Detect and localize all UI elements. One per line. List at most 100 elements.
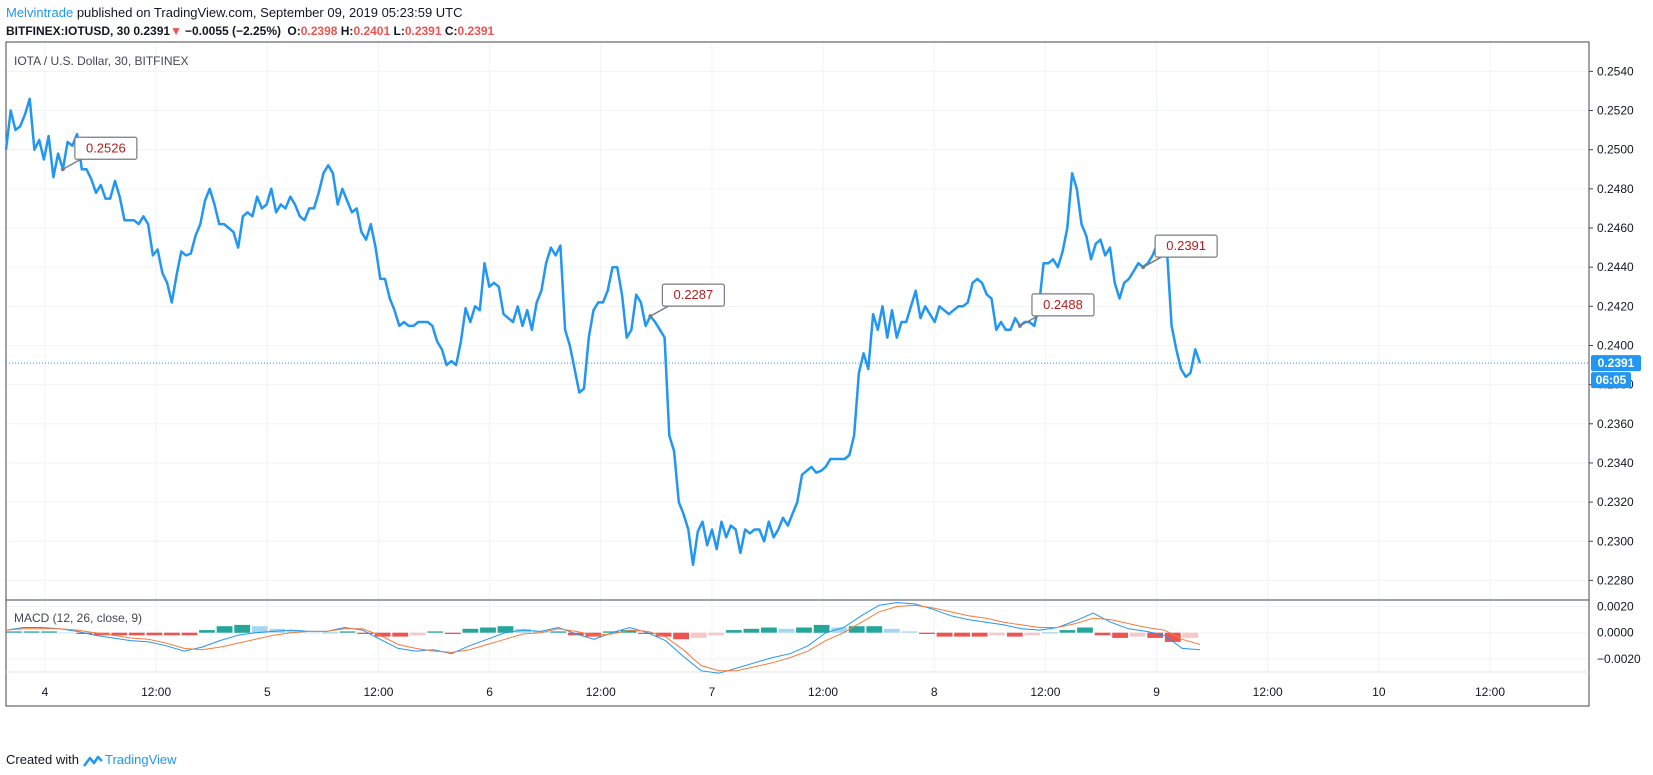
last-price-text: 0.2391 [1598,356,1635,370]
macd-histogram-bar [427,631,444,633]
macd-histogram-bar [1164,632,1181,642]
tradingview-logo-icon [82,755,103,767]
grid-lines [6,42,1589,672]
price-change: −0.0055 (−2.25%) [184,24,282,38]
macd-histogram-bar [409,632,426,636]
macd-tick-label: −0.0020 [1597,652,1641,666]
price-tick-label: 0.2540 [1597,64,1634,78]
macd-tick-label: 0.0020 [1597,600,1634,614]
footer: Created with TradingView [6,752,177,767]
signal-line [5,604,1201,672]
macd-histogram-bar [971,632,988,637]
time-tick-label: 12:00 [141,685,171,699]
time-tick-label: 12:00 [1030,685,1060,699]
macd-histogram-bar [1147,632,1164,638]
open-value: 0.2398 [300,24,338,38]
price-tick-label: 0.2400 [1597,338,1634,352]
publish-info: published on TradingView.com, September … [76,5,463,20]
macd-histogram-bar [357,632,373,634]
price-tick-label: 0.2360 [1597,417,1634,431]
macd-histogram-bar [41,631,57,633]
macd-histogram-bar [199,630,215,633]
time-tick-label: 12:00 [1475,685,1505,699]
macd-histogram-bar [251,626,268,633]
price-callout-label: 0.2488 [1043,297,1083,312]
author-link[interactable]: Melvintrade [6,5,74,20]
macd-histogram-bar [690,632,707,638]
time-axis-ticks: 4 12:00 5 12:00 6 12:00 7 12:00 8 12:00 9 12:00 10 12… [6,671,1589,699]
price-axis-ticks: 0.2540 0.2520 0.2500 0.2480 0.2460 0.2440 0.24… [1589,64,1634,587]
macd-histogram-bar [146,632,163,636]
macd-histogram-bar [1059,630,1076,633]
macd-histogram-bar [216,626,233,633]
macd-histogram-bar [304,632,321,634]
macd-histogram-bar [883,628,900,633]
chart-header: Melvintrade published on TradingView.com… [6,4,494,40]
macd-histogram-bar [497,626,514,633]
price-tick-label: 0.2460 [1597,221,1634,235]
macd-histogram-bar [1077,627,1093,633]
publish-line: Melvintrade published on TradingView.com… [6,4,494,22]
macd-histogram-bar [761,627,777,633]
price-tick-label: 0.2520 [1597,104,1634,118]
last-price-label: 0.2391 06:05 [1591,355,1641,389]
price-tick-label: 0.2340 [1597,456,1634,470]
macd-histogram-bar [515,628,531,633]
countdown-text: 06:05 [1596,373,1627,387]
macd-histogram-bar [462,628,479,633]
macd-histogram-bar [181,632,198,636]
price-callout: 0.2391 [1141,234,1218,270]
time-tick-label: 5 [264,685,271,699]
macd-histogram-bar [708,632,725,636]
macd-histogram-bar [901,631,918,633]
symbol-line: BITFINEX:IOTUSD, 30 0.2391▼ −0.0055 (−2.2… [6,22,494,40]
macd-histogram-bar [286,630,303,633]
macd-histogram-bar [725,630,742,633]
macd-histogram-bar [234,624,251,633]
time-tick-label: 6 [486,685,493,699]
macd-histogram [6,624,1199,642]
macd-histogram-bar [954,632,970,637]
macd-histogram-bar [6,631,22,633]
macd-histogram-bar [919,632,935,634]
price-pane-title: IOTA / U.S. Dollar, 30, BITFINEX [14,54,189,68]
price-callout-label: 0.2287 [673,287,713,302]
price-callout-label: 0.2391 [1166,238,1206,253]
macd-histogram-bar [1112,632,1128,638]
macd-histogram-bar [374,632,391,637]
low-value: 0.2391 [404,24,442,38]
time-tick-label: 4 [42,685,49,699]
current-price: 0.2391 [133,24,171,38]
macd-histogram-bar [392,632,409,637]
macd-histogram-bar [339,631,356,633]
price-tick-label: 0.2500 [1597,143,1634,157]
macd-histogram-bar [813,624,830,633]
time-tick-label: 10 [1372,685,1386,699]
time-tick-label: 12:00 [808,685,838,699]
price-tick-label: 0.2480 [1597,182,1634,196]
macd-histogram-bar [445,632,461,634]
macd-histogram-bar [1182,632,1199,638]
symbol-label: BITFINEX:IOTUSD, 30 [6,24,131,38]
macd-histogram-bar [603,631,619,633]
down-arrow-icon: ▼ [170,24,182,38]
macd-histogram-bar [532,631,549,633]
macd-histogram-bar [1024,632,1041,636]
price-callout: 0.2287 [648,283,725,319]
last-price-badge [1591,355,1641,372]
price-tick-label: 0.2280 [1597,573,1634,587]
time-tick-label: 9 [1153,685,1160,699]
created-with-label: Created with [6,752,79,767]
macd-histogram-bar [58,632,75,634]
macd-histogram-bar [655,632,672,637]
macd-histogram-bar [128,632,145,636]
time-tick-label: 12:00 [363,685,393,699]
time-tick-label: 12:00 [1253,685,1283,699]
macd-histogram-bar [1129,632,1146,637]
macd-tick-label: 0.0000 [1597,626,1634,640]
macd-histogram-bar [322,632,338,634]
tradingview-brand-link[interactable]: TradingView [104,752,177,767]
macd-line [5,602,1201,674]
time-tick-label: 8 [931,685,938,699]
